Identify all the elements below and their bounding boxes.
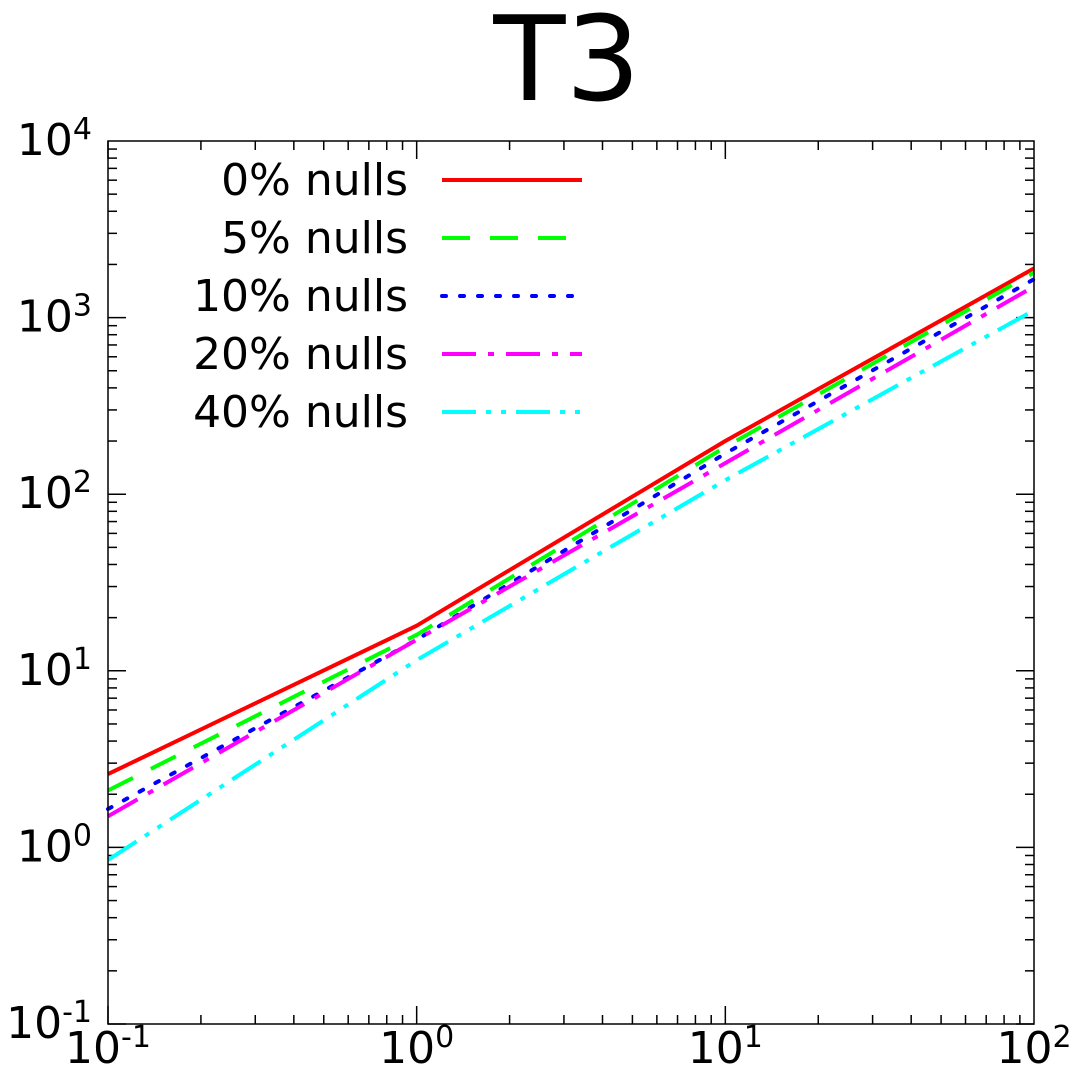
legend-label-0: 0% nulls <box>221 155 408 206</box>
tick-labels: 10-1 100 101 102 10-1 100 101 102 103 104 <box>6 112 1071 1074</box>
legend-label-4: 40% nulls <box>193 387 408 438</box>
y-tick-label: 104 <box>17 112 92 166</box>
series-lines <box>106 266 1036 862</box>
y-tick-label: 103 <box>17 289 92 343</box>
x-tick-label: 10-1 <box>65 1020 151 1074</box>
y-tick-label: 101 <box>17 642 92 696</box>
series-line-0 <box>107 266 1035 776</box>
y-tick-label: 102 <box>17 465 92 519</box>
y-tick-label: 100 <box>17 818 92 872</box>
x-tick-label: 102 <box>996 1020 1071 1074</box>
axis-ticks <box>107 141 1034 1025</box>
chart-title: T3 <box>492 0 640 128</box>
x-tick-label: 101 <box>688 1020 763 1074</box>
plot-frame <box>107 140 1035 1025</box>
series-line-3 <box>107 284 1035 819</box>
legend: 0% nulls 5% nulls 10% nulls 20% nulls 40% nu… <box>193 155 584 438</box>
series-line-4 <box>106 308 1035 862</box>
y-tick-label: 10-1 <box>6 995 92 1049</box>
legend-label-3: 20% nulls <box>193 329 408 380</box>
x-tick-label: 100 <box>379 1020 454 1074</box>
legend-label-2: 10% nulls <box>193 271 408 322</box>
series-line-1 <box>107 270 1035 793</box>
legend-label-1: 5% nulls <box>221 213 408 264</box>
